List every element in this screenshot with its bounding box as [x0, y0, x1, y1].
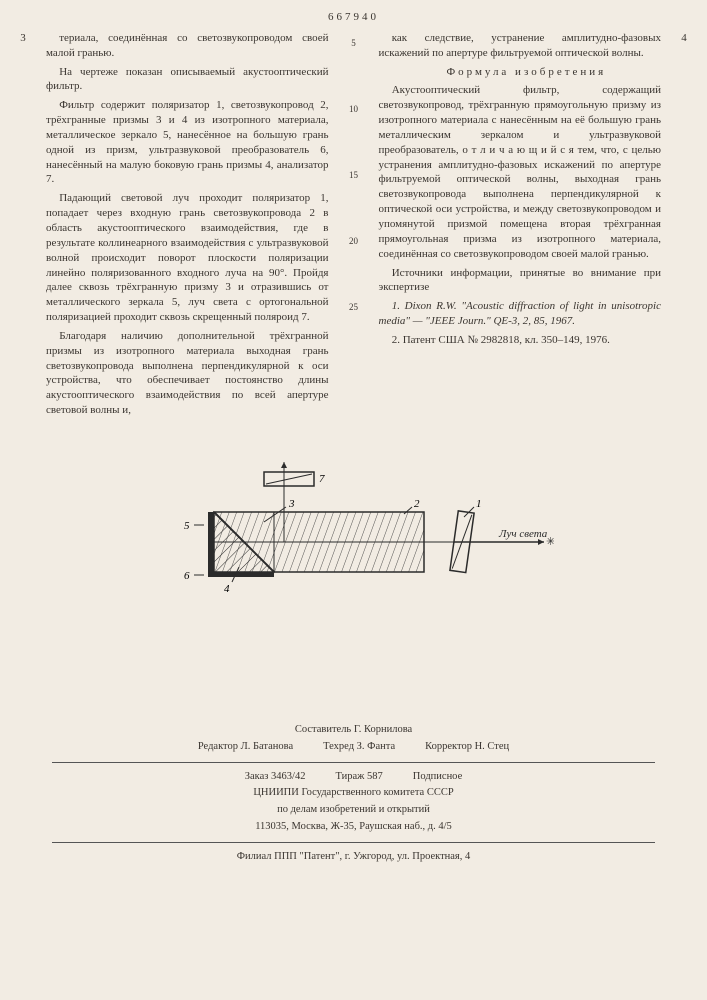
left-column: териала, соединённая со светозвукопровод… — [46, 31, 329, 422]
filter-diagram: Луч света ✳ 5 6 4 3 7 2 1 — [154, 452, 554, 612]
divider — [52, 842, 656, 843]
circulation: Тираж 587 — [335, 769, 382, 786]
svg-text:7: 7 — [319, 473, 325, 485]
reference: 2. Патент США № 2982818, кл. 350–149, 19… — [379, 333, 662, 348]
paragraph: Фильтр содержит поляризатор 1, светозвук… — [46, 98, 329, 187]
paragraph: Благодаря наличию дополнительной трёхгра… — [46, 329, 329, 418]
line-number: 25 — [347, 301, 361, 313]
figure-container: Луч света ✳ 5 6 4 3 7 2 1 — [18, 452, 689, 612]
compiler: Составитель Г. Корнилова — [18, 722, 689, 739]
svg-text:2: 2 — [414, 498, 420, 510]
page: 667940 3 териала, соединённая со светозв… — [0, 0, 707, 1000]
paragraph: Падающий световой луч проходит поляризат… — [46, 191, 329, 325]
claim-text: Акустооптический фильтр, содержащий свет… — [379, 83, 662, 261]
address: 113035, Москва, Ж-35, Раушская наб., д. … — [18, 819, 689, 836]
line-number: 10 — [347, 103, 361, 115]
editor: Редактор Л. Батанова — [198, 739, 293, 756]
right-page-num: 4 — [679, 31, 689, 422]
line-number: 5 — [347, 37, 361, 49]
line-number: 15 — [347, 169, 361, 181]
organization: ЦНИИПИ Государственного комитета СССР — [18, 785, 689, 802]
tech-editor: Техред З. Фанта — [323, 739, 395, 756]
branch-address: Филиал ППП "Патент", г. Ужгород, ул. Про… — [18, 849, 689, 866]
svg-text:✳: ✳ — [546, 536, 554, 548]
svg-text:6: 6 — [184, 570, 190, 582]
svg-text:3: 3 — [288, 498, 295, 510]
document-number: 667940 — [18, 10, 689, 25]
divider — [52, 762, 656, 763]
right-column: как следствие, устранение амплитудно-фаз… — [379, 31, 662, 422]
paragraph: териала, соединённая со светозвукопровод… — [46, 31, 329, 61]
organization-sub: по делам изобретений и открытий — [18, 802, 689, 819]
svg-text:5: 5 — [184, 520, 190, 532]
paragraph: На чертеже показан описываемый акустоопт… — [46, 65, 329, 95]
reference: 1. Dixon R.W. "Acoustic diffraction of l… — [379, 299, 662, 329]
left-page-num: 3 — [18, 31, 28, 422]
svg-text:4: 4 — [224, 583, 230, 595]
svg-text:1: 1 — [476, 498, 482, 510]
line-number: 20 — [347, 235, 361, 247]
references-heading: Источники информации, принятые во вниман… — [379, 266, 662, 296]
order-number: Заказ 3463/42 — [245, 769, 306, 786]
ray-label: Луч света — [498, 528, 548, 540]
corrector: Корректор Н. Стец — [425, 739, 509, 756]
claims-heading: Формула изобретения — [379, 65, 662, 80]
subscribed: Подписное — [413, 769, 462, 786]
colophon: Составитель Г. Корнилова Редактор Л. Бат… — [18, 722, 689, 866]
two-column-body: 3 териала, соединённая со светозвукопров… — [18, 31, 689, 422]
paragraph: как следствие, устранение амплитудно-фаз… — [379, 31, 662, 61]
line-number-gutter: 5 10 15 20 25 — [347, 31, 361, 422]
